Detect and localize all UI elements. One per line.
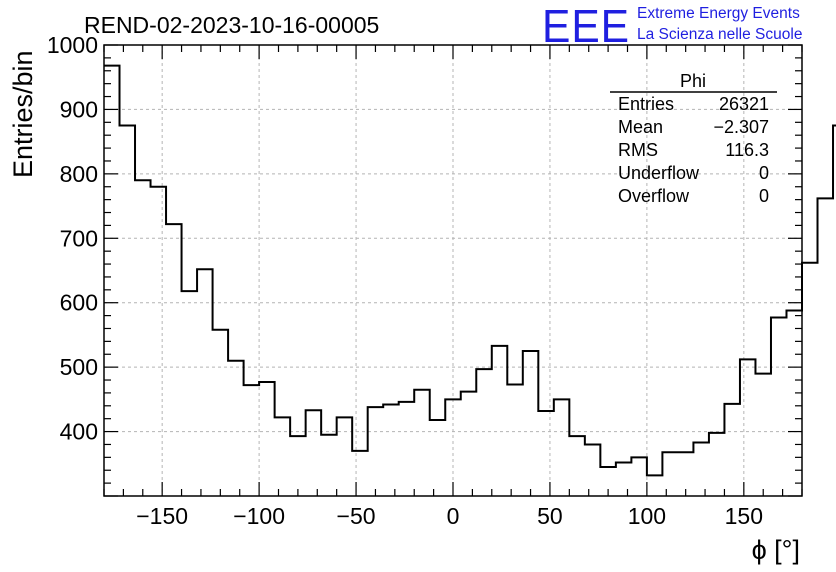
stats-box: Phi Entries 26321 Mean −2.307 RMS 116.3 Underf… (610, 71, 777, 206)
histogram-series (104, 64, 836, 477)
y-axis-label: Entries/bin (8, 50, 38, 178)
y-tick-label: 400 (60, 419, 98, 445)
logo-line-1: Extreme Energy Events (637, 5, 800, 22)
stats-row-label: Overflow (618, 186, 690, 206)
eee-logo-icon: EEE (542, 0, 630, 52)
stats-row-value: −2.307 (713, 117, 769, 137)
x-tick-label: −50 (337, 503, 376, 529)
stats-row-value: 26321 (719, 94, 769, 114)
histogram-outline (104, 64, 836, 477)
x-tick-label: 150 (725, 503, 763, 529)
x-axis-label: ϕ [°] (752, 535, 800, 565)
x-tick-label: 100 (628, 503, 666, 529)
stats-row-label: Mean (618, 117, 663, 137)
stats-row-label: Underflow (618, 163, 700, 183)
stats-box-title: Phi (680, 71, 706, 91)
y-tick-label: 600 (60, 290, 98, 316)
chart-title: REND-02-2023-10-16-00005 (84, 12, 379, 38)
x-tick-label: −100 (233, 503, 285, 529)
y-tick-label: 500 (60, 354, 98, 380)
y-tick-label: 1000 (47, 32, 98, 58)
stats-row-value: 0 (759, 163, 769, 183)
axis-ticks (103, 44, 803, 497)
y-tick-label: 900 (60, 96, 98, 122)
stats-row-label: RMS (618, 140, 658, 160)
stats-row-value: 116.3 (725, 140, 769, 160)
y-tick-label: 800 (60, 161, 98, 187)
stats-row-label: Entries (618, 94, 674, 114)
tick-labels: −150 −100 −50 0 50 100 150 400 500 600 700 800 900 10… (47, 32, 763, 529)
grid (104, 44, 802, 496)
logo-line-2: La Scienza nelle Scuole (637, 26, 802, 43)
stats-row-value: 0 (759, 186, 769, 206)
x-tick-label: 50 (537, 503, 563, 529)
x-tick-label: −150 (136, 503, 188, 529)
y-tick-label: 700 (60, 225, 98, 251)
x-tick-label: 0 (447, 503, 460, 529)
